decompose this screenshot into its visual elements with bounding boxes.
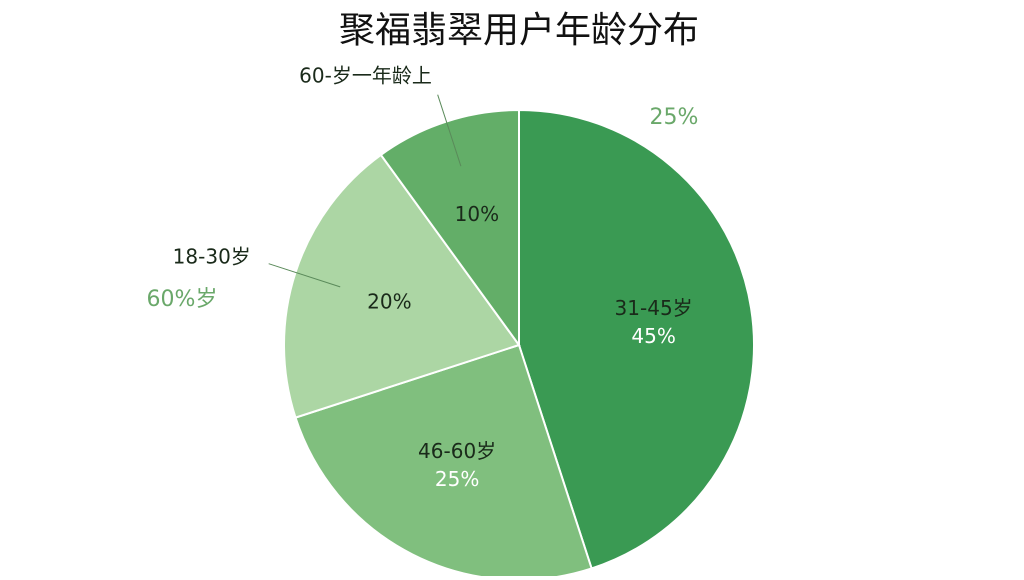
value-label: 45% [631, 324, 675, 348]
slice-label: 18-30岁 [173, 244, 251, 268]
leader-line [437, 94, 462, 167]
pie-slice [518, 108, 755, 570]
leader-line [268, 263, 341, 288]
annotation: 25% [650, 105, 699, 130]
value-label: 10% [455, 202, 499, 226]
value-label: 20% [367, 289, 411, 313]
chart-title: 聚福翡翠用户年龄分布 [339, 10, 699, 51]
annotation: 60%岁 [147, 287, 218, 312]
slice-label: 31-45岁 [615, 296, 693, 320]
value-label: 25% [435, 467, 479, 491]
slice-label: 60-岁一年龄上 [299, 63, 432, 87]
slice-label: 46-60岁 [418, 439, 496, 463]
